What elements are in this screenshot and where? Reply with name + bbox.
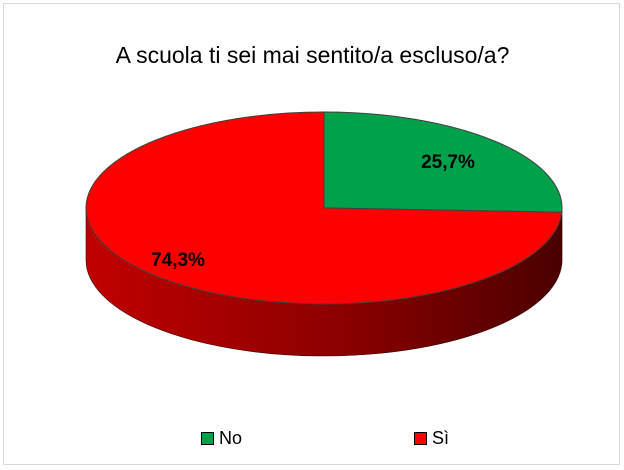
pie-slice-sì <box>85 111 563 305</box>
legend-swatch-no <box>201 432 214 445</box>
data-label-no: 25,7% <box>421 152 475 173</box>
chart-title: A scuola ti sei mai sentito/a escluso/a? <box>115 42 510 68</box>
legend-item-no: No <box>201 428 242 449</box>
legend-item-si: Sì <box>414 428 449 449</box>
legend: No Sì <box>4 428 621 452</box>
legend-swatch-si <box>414 432 427 445</box>
legend-label-no: No <box>219 428 243 448</box>
data-label-sì: 74,3% <box>151 250 205 271</box>
pie-chart: 25,7% 74,3% <box>85 111 563 357</box>
pie-slice-no <box>323 111 563 213</box>
legend-label-si: Sì <box>432 428 450 448</box>
chart-frame: A scuola ti sei mai sentito/a escluso/a?… <box>3 3 620 465</box>
